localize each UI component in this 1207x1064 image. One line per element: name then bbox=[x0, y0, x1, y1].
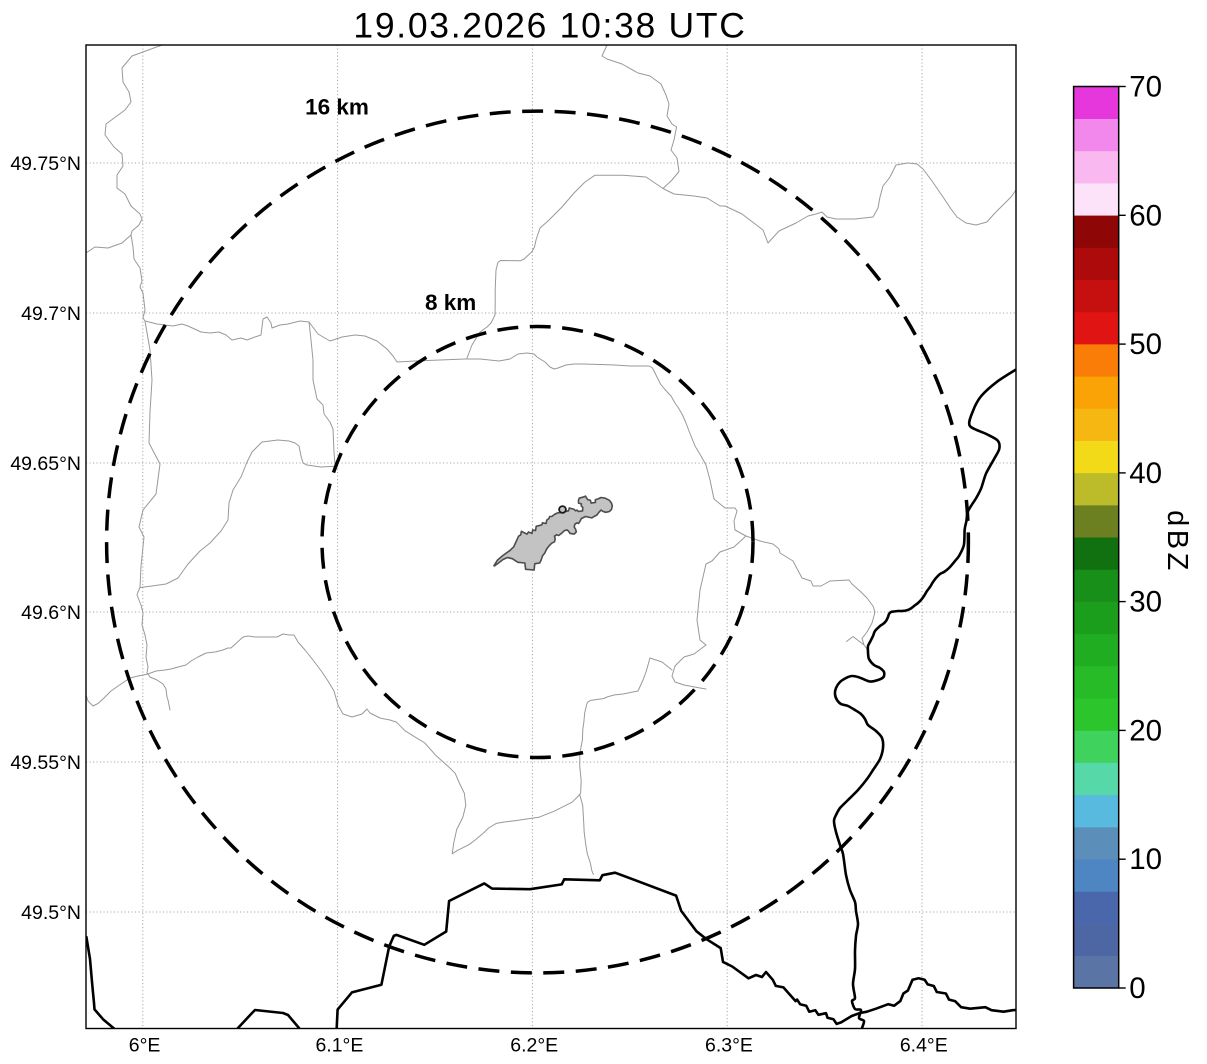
svg-text:60: 60 bbox=[1129, 199, 1162, 232]
svg-text:8 km: 8 km bbox=[425, 290, 476, 315]
svg-text:49.75°N: 49.75°N bbox=[10, 153, 81, 175]
svg-text:10: 10 bbox=[1129, 843, 1162, 876]
svg-text:0: 0 bbox=[1129, 972, 1145, 1005]
svg-text:70: 70 bbox=[1129, 71, 1162, 104]
svg-text:16 km: 16 km bbox=[305, 95, 369, 120]
svg-text:19.03.2026 10:38 UTC: 19.03.2026 10:38 UTC bbox=[353, 6, 746, 46]
svg-text:20: 20 bbox=[1129, 714, 1162, 747]
svg-text:49.5°N: 49.5°N bbox=[21, 902, 81, 924]
svg-text:dBZ: dBZ bbox=[1161, 510, 1193, 574]
svg-text:40: 40 bbox=[1129, 457, 1162, 490]
svg-text:49.65°N: 49.65°N bbox=[10, 453, 81, 475]
svg-text:6.4°E: 6.4°E bbox=[900, 1035, 948, 1057]
svg-text:6.2°E: 6.2°E bbox=[510, 1035, 558, 1057]
svg-text:30: 30 bbox=[1129, 586, 1162, 619]
svg-text:49.7°N: 49.7°N bbox=[21, 303, 81, 325]
svg-text:50: 50 bbox=[1129, 328, 1162, 361]
svg-text:6.1°E: 6.1°E bbox=[315, 1035, 363, 1057]
svg-text:6.3°E: 6.3°E bbox=[705, 1035, 753, 1057]
svg-text:6°E: 6°E bbox=[129, 1035, 161, 1057]
svg-text:49.55°N: 49.55°N bbox=[10, 752, 81, 774]
svg-text:49.6°N: 49.6°N bbox=[21, 602, 81, 624]
